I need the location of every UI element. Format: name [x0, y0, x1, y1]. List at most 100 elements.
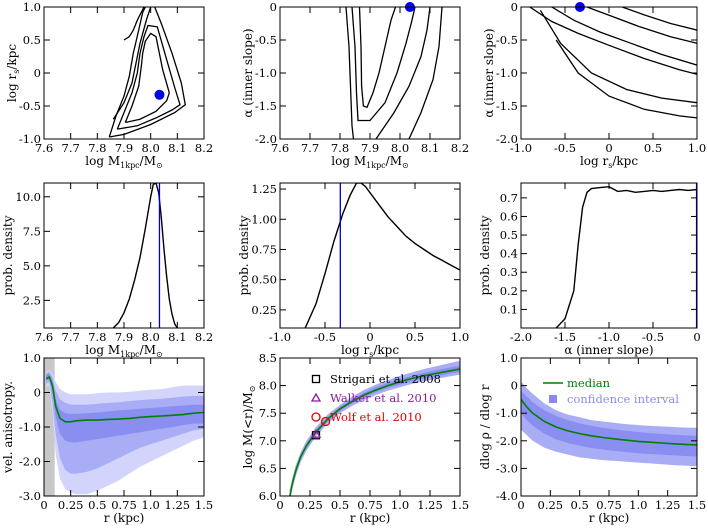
- x-tick-label: 0.25: [297, 498, 323, 512]
- contour-line-1: [345, 7, 355, 139]
- ylabel-axis-label: prob. density: [237, 215, 251, 295]
- confidence-band-2: [289, 365, 460, 496]
- x-tick-label: -0.5: [554, 141, 576, 155]
- contour-line-3: [124, 32, 170, 124]
- plot-area: [108, 7, 187, 138]
- x-tick-label: 7.8: [88, 141, 106, 155]
- contour-line-1: [529, 7, 697, 75]
- x-tick-label: 0.5: [331, 498, 349, 512]
- x-tick-label: 1.0: [688, 141, 706, 155]
- x-tick-label: 0: [517, 498, 524, 512]
- y-tick-label: 1.00: [251, 212, 277, 226]
- x-tick-label: 1.0: [629, 498, 647, 512]
- x-tick-label: 1.0: [391, 498, 409, 512]
- x-tick-label: 8.2: [451, 141, 469, 155]
- contour-line-4: [116, 24, 181, 130]
- ylabel-axis-label: prob. density: [1, 215, 15, 295]
- contour-line-6: [555, 39, 697, 119]
- contour-line-1: [123, 7, 145, 41]
- axes-frame: [43, 182, 205, 329]
- y-tick-label: -2.0: [496, 132, 518, 146]
- contour-line-5: [408, 7, 443, 139]
- x-tick-label: 1.5: [451, 498, 469, 512]
- panel-p8: Strigari et al. 2008 Walker et al. 2010 Wo…: [241, 351, 469, 525]
- y-tick-label: 7.0: [259, 434, 277, 448]
- ylabel-axis-label: α (inner slope): [241, 28, 255, 117]
- plot-area: [304, 183, 460, 328]
- x-tick-label: 8.1: [168, 141, 186, 155]
- y-tick-label: 0.4: [500, 247, 518, 261]
- panel-p7: 0 0.25 0.5 0.75 1.0 1.25 1.5-3.0-2.0-1.001.0r …: [1, 351, 213, 525]
- x-tick-label: -1.5: [554, 330, 576, 344]
- x-tick-label: 0: [693, 330, 700, 344]
- legend-marker-circle: [311, 412, 321, 422]
- x-tick-label: 1.25: [165, 498, 191, 512]
- y-tick-label: -3.0: [19, 489, 41, 503]
- x-tick-label: -1.0: [269, 330, 291, 344]
- xlabel-axis-label: α (inner slope): [564, 343, 653, 357]
- legend: median confidence interval: [543, 376, 679, 406]
- y-tick-label: 0.5: [23, 33, 41, 47]
- x-tick-label: 8.2: [195, 141, 213, 155]
- ylabel-axis-label: α (inner slope): [482, 28, 496, 117]
- panel-p2: 7.6 7.7 7.8 7.9 8.0 8.1 8.2 -2.0 -1.5 -1.0 -0.5 0 lo…: [241, 0, 469, 170]
- panel-p4: 7.6 7.7 7.8 7.9 8.0 8.1 8.2 2.5 5.0 7.5 10.0 log M1…: [1, 182, 213, 359]
- plot-area: [529, 7, 697, 119]
- density-curve: [555, 185, 697, 328]
- y-tick-label: 8.0: [259, 379, 277, 393]
- y-tick-label: -1.0: [496, 406, 518, 420]
- xlabel-axis-label: r (kpc): [589, 511, 630, 525]
- x-tick-label: 0.5: [406, 330, 424, 344]
- x-tick-label: 0.75: [357, 498, 383, 512]
- x-tick-label: 0: [40, 498, 47, 512]
- x-tick-label: -1.0: [598, 330, 620, 344]
- x-tick-label: 8.0: [142, 141, 160, 155]
- y-tick-label: 5.0: [23, 259, 41, 273]
- y-tick-label: 1.25: [251, 182, 277, 196]
- x-tick-label: 7.9: [115, 141, 133, 155]
- y-tick-label: 0.25: [251, 303, 277, 317]
- axes-frame: [43, 6, 205, 140]
- x-tick-label: 0.25: [58, 498, 84, 512]
- legend-marker-square: [549, 395, 557, 403]
- plot-area: [555, 183, 697, 328]
- median-line: [521, 398, 697, 446]
- density-curve: [112, 183, 178, 328]
- y-tick-label: 8.5: [259, 351, 277, 365]
- contour-line-5: [108, 7, 146, 138]
- y-tick-label: 0.75: [251, 242, 277, 256]
- x-tick-label: 7.9: [361, 141, 379, 155]
- x-tick-label: 1.25: [655, 498, 681, 512]
- y-tick-label: -0.5: [255, 33, 277, 47]
- y-tick-label: 0.5: [500, 228, 518, 242]
- contour-line-5: [539, 9, 697, 104]
- y-tick-label: -1.5: [255, 99, 277, 113]
- y-tick-label: 10.0: [15, 190, 41, 204]
- x-tick-label: 7.9: [115, 330, 133, 344]
- y-tick-label: -4.0: [496, 489, 518, 503]
- confidence-band-3: [46, 373, 204, 443]
- median-line: [45, 375, 204, 423]
- legend-marker-square: [311, 374, 321, 384]
- y-tick-label: 0: [511, 0, 518, 14]
- y-tick-label: 0: [511, 379, 518, 393]
- x-tick-label: 7.6: [271, 141, 289, 155]
- y-tick-label: 0: [270, 0, 277, 14]
- panel-p1: 7.6 7.7 7.8 7.9 8.0 8.1 8.2 -1.0 -0.5 0 0.5 1.0 log …: [5, 0, 213, 170]
- x-tick-label: 7.8: [88, 330, 106, 344]
- panel-p5: -1.0 -0.5 0 0.5 1.0 0.25 0.50 0.75 1.00 1.25 log r…: [237, 182, 469, 359]
- contour-line-2: [358, 7, 397, 109]
- legend: Strigari et al. 2008 Walker et al. 2010 Wo…: [310, 372, 441, 424]
- x-tick-label: 1.25: [417, 498, 443, 512]
- plot-area: [44, 358, 204, 496]
- ylabel-axis-label: prob. density: [478, 215, 492, 295]
- y-tick-label: 1.0: [23, 0, 41, 14]
- panel-p9: median confidence interval 0 0.25 0.5 0.75 1.0…: [478, 351, 706, 525]
- contour-line-4: [375, 7, 431, 139]
- x-tick-label: 7.6: [35, 330, 53, 344]
- xlabel-axis-label: log M1kpc/M⊙: [85, 343, 162, 359]
- x-tick-label: -1.0: [510, 141, 532, 155]
- x-tick-label: -0.5: [314, 330, 336, 344]
